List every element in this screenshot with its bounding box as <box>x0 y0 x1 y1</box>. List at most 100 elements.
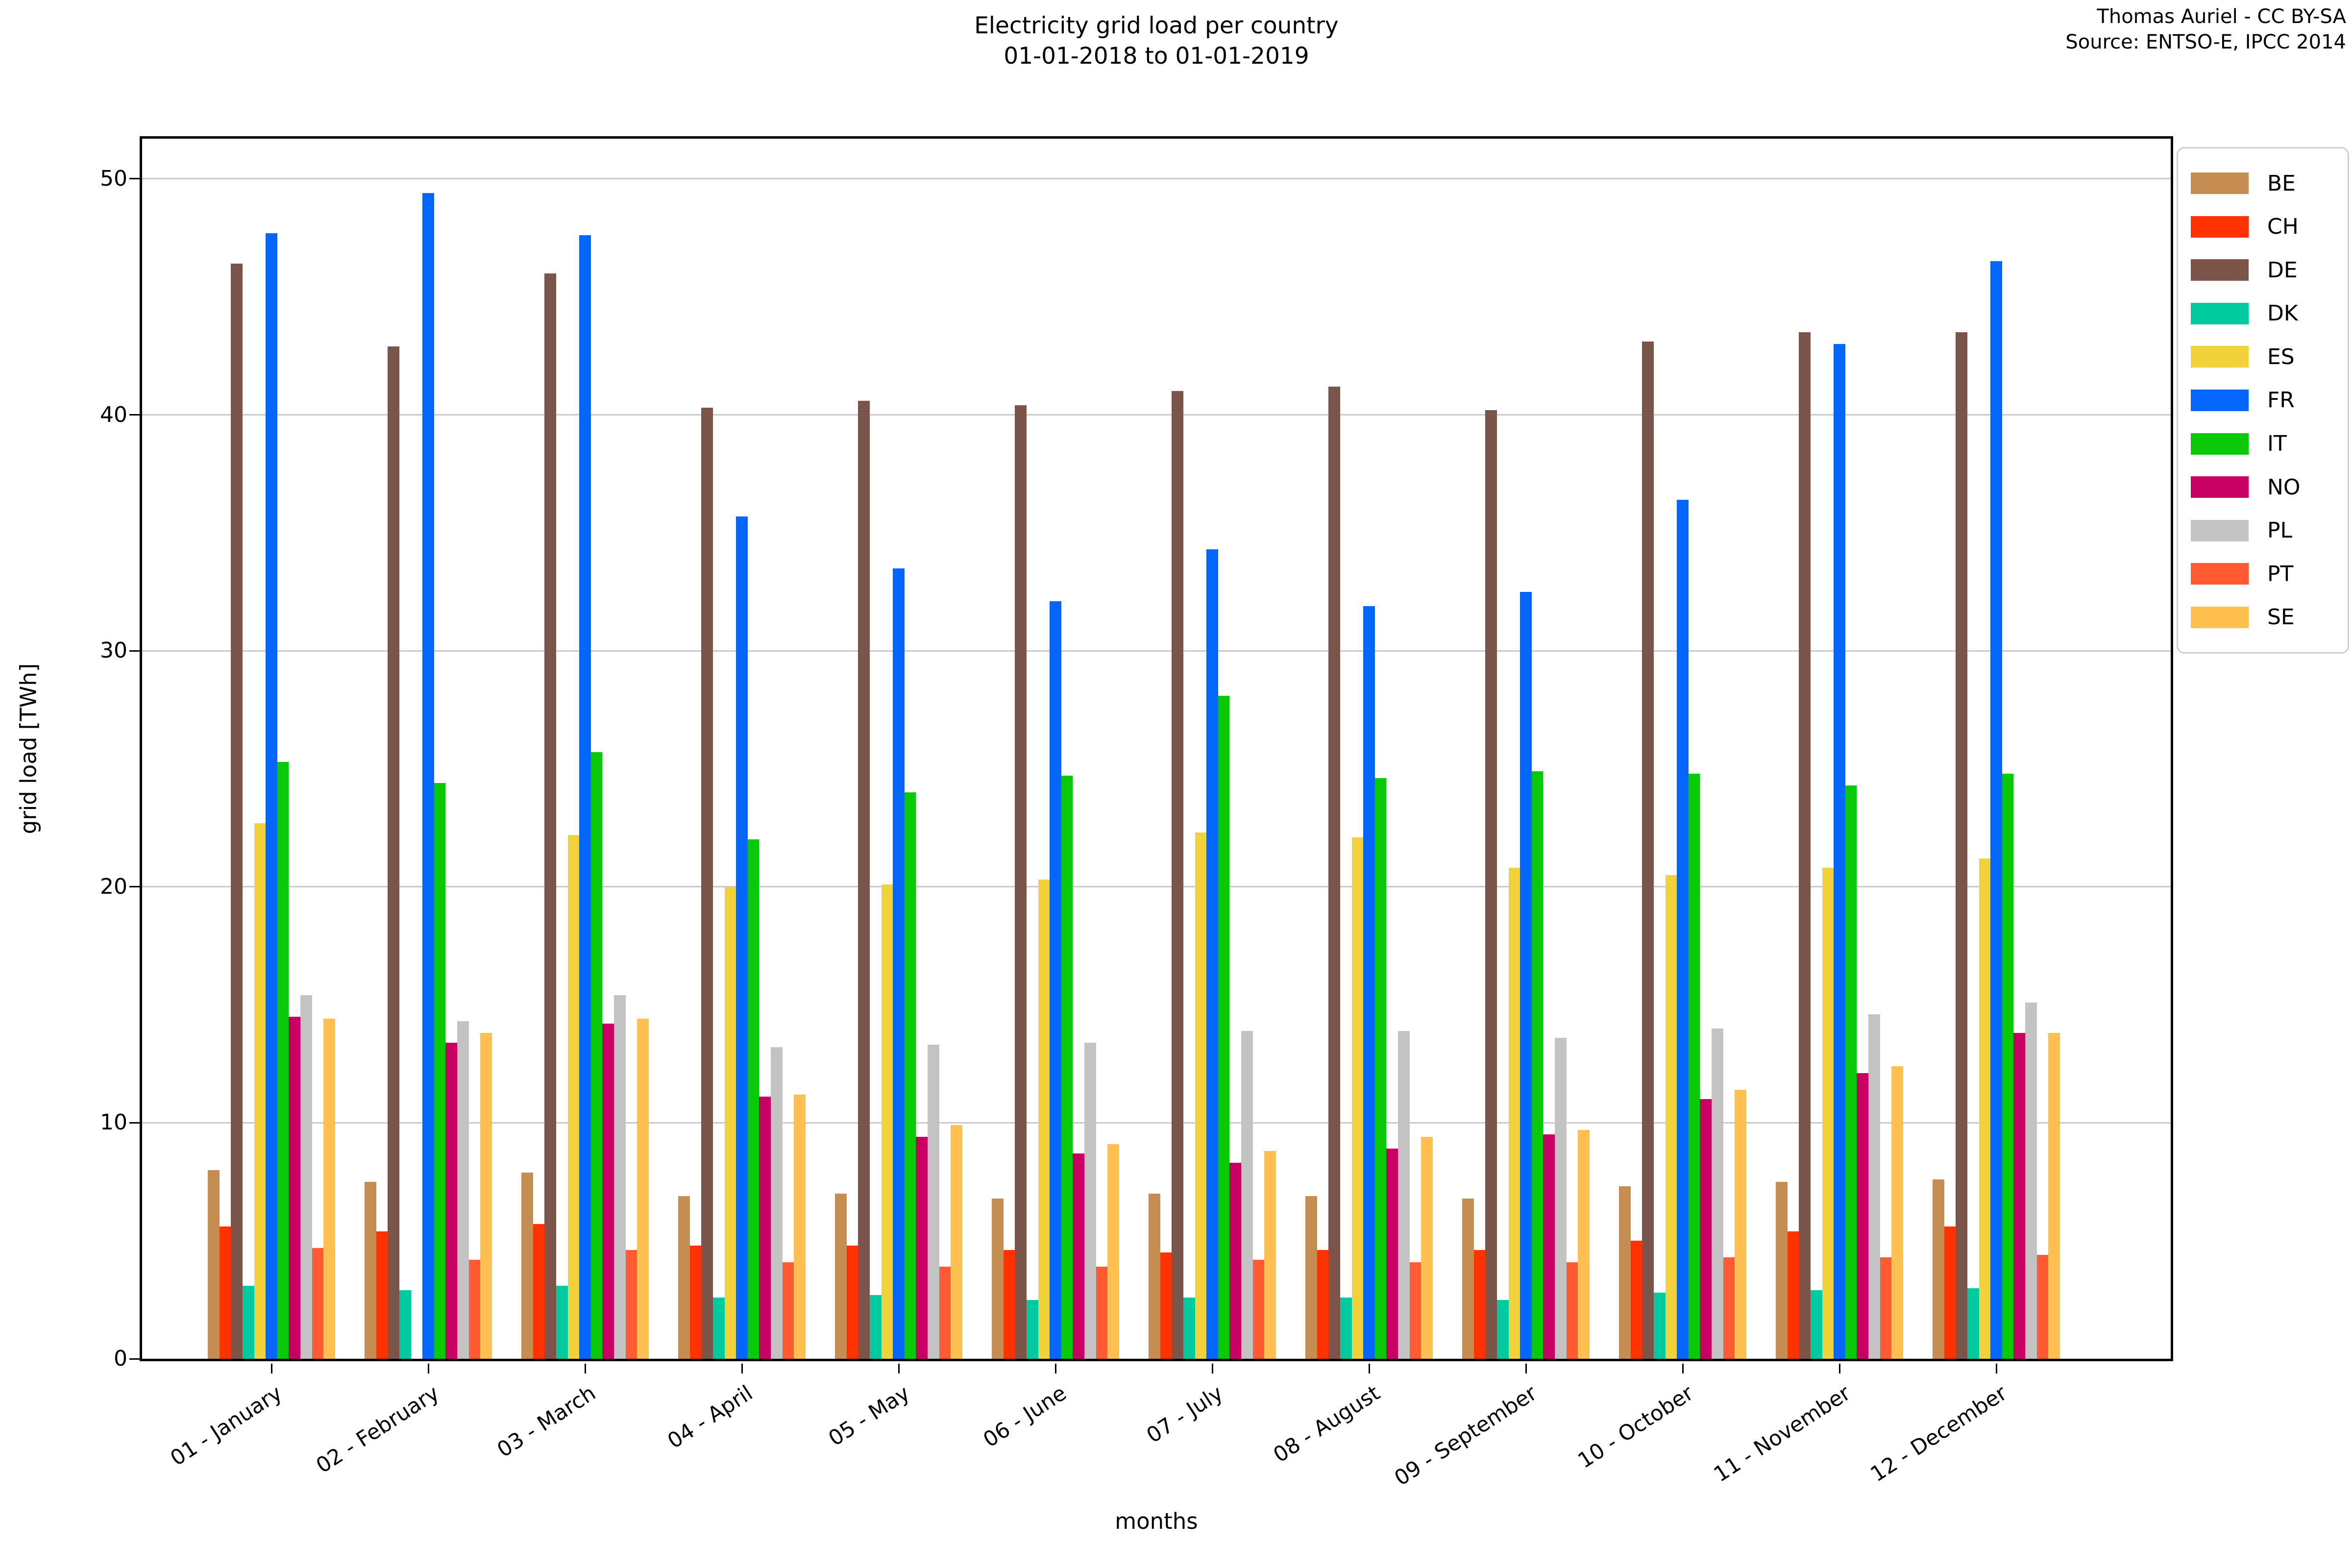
plot-inner <box>142 139 2171 1359</box>
bar-DK-9 <box>1496 1299 1509 1359</box>
bar-IT-8 <box>1374 778 1387 1359</box>
bar-ES-5 <box>881 884 893 1359</box>
bar-group-8 <box>1305 139 1433 1359</box>
x-tick-label-10: 10 - October <box>1573 1381 1698 1473</box>
legend-item-CH: CH <box>2178 214 2348 239</box>
y-tick-label-50: 50 <box>100 166 127 191</box>
bar-BE-10 <box>1619 1186 1631 1359</box>
x-tick-label-6: 06 - June <box>979 1381 1071 1453</box>
bar-ES-1 <box>254 823 266 1359</box>
legend-label-PL: PL <box>2267 518 2293 543</box>
legend-swatch-PT <box>2191 563 2249 585</box>
bar-ES-4 <box>724 886 736 1359</box>
bar-FR-9 <box>1520 591 1532 1359</box>
bar-BE-3 <box>521 1172 533 1359</box>
bar-NO-3 <box>602 1024 614 1359</box>
x-tick-label-12: 12 - December <box>1866 1381 2012 1487</box>
bar-NO-1 <box>289 1016 301 1359</box>
bar-PT-12 <box>2036 1255 2049 1359</box>
y-tick-label-30: 30 <box>100 638 127 663</box>
y-tick-mark-0 <box>129 1358 140 1360</box>
legend-label-NO: NO <box>2267 474 2301 500</box>
legend-item-NO: NO <box>2178 475 2348 500</box>
bar-PL-9 <box>1555 1038 1567 1359</box>
legend-item-ES: ES <box>2178 344 2348 369</box>
y-tick-mark-10 <box>129 1122 140 1124</box>
bar-NO-7 <box>1229 1163 1242 1359</box>
legend-label-DK: DK <box>2267 301 2298 326</box>
bar-DK-4 <box>712 1297 725 1359</box>
gridline-50 <box>142 178 2171 180</box>
bar-CH-8 <box>1317 1250 1329 1359</box>
gridline-10 <box>142 1122 2171 1124</box>
legend-label-FR: FR <box>2267 388 2295 413</box>
bar-NO-5 <box>916 1137 928 1359</box>
legend-swatch-FR <box>2191 389 2249 411</box>
bar-DE-1 <box>231 264 243 1359</box>
x-tick-label-8: 08 - August <box>1269 1381 1385 1468</box>
x-tick-label-7: 07 - July <box>1142 1381 1228 1448</box>
bar-PL-1 <box>300 995 312 1359</box>
bar-PT-10 <box>1723 1257 1735 1359</box>
bar-DE-6 <box>1015 405 1027 1359</box>
chart-title: Electricity grid load per country 01-01-… <box>568 11 1744 72</box>
bar-DK-6 <box>1026 1299 1038 1359</box>
bar-PT-2 <box>468 1259 481 1359</box>
bar-FR-10 <box>1677 499 1689 1359</box>
bar-DK-7 <box>1183 1297 1195 1359</box>
bar-CH-4 <box>689 1245 702 1359</box>
bar-DE-9 <box>1485 410 1497 1359</box>
bar-DE-8 <box>1328 386 1340 1359</box>
y-tick-mark-20 <box>129 886 140 888</box>
bar-PL-5 <box>928 1045 939 1359</box>
bar-DE-5 <box>858 400 870 1359</box>
bar-SE-7 <box>1264 1151 1276 1359</box>
legend: BE CH DE DK ES FR IT NO PL PT SE <box>2177 147 2349 654</box>
x-tick-mark-11 <box>1838 1364 1840 1373</box>
bar-SE-8 <box>1421 1137 1433 1359</box>
bar-IT-6 <box>1061 776 1073 1359</box>
bar-IT-10 <box>1688 773 1700 1359</box>
bar-ES-8 <box>1351 837 1364 1359</box>
bar-IT-2 <box>434 783 446 1359</box>
bar-PT-3 <box>625 1250 637 1359</box>
bar-SE-6 <box>1107 1144 1120 1359</box>
bar-CH-3 <box>533 1224 545 1359</box>
x-tick-mark-3 <box>584 1364 586 1373</box>
legend-label-DE: DE <box>2267 257 2298 283</box>
bar-FR-12 <box>1990 261 2002 1359</box>
chart-title-line2: 01-01-2018 to 01-01-2019 <box>1004 43 1309 70</box>
bar-ES-6 <box>1038 880 1050 1359</box>
bar-CH-12 <box>1944 1226 1956 1359</box>
y-tick-label-40: 40 <box>100 402 127 427</box>
bar-ES-3 <box>567 834 580 1359</box>
chart-title-line1: Electricity grid load per country <box>974 12 1339 39</box>
bar-SE-10 <box>1735 1089 1747 1359</box>
legend-label-CH: CH <box>2267 214 2299 240</box>
bar-BE-7 <box>1149 1193 1160 1359</box>
bar-CH-1 <box>219 1226 231 1359</box>
bar-PL-3 <box>614 995 626 1359</box>
bar-DE-11 <box>1799 332 1811 1359</box>
bar-DK-1 <box>242 1285 254 1359</box>
y-tick-label-10: 10 <box>100 1110 127 1135</box>
legend-swatch-NO <box>2191 476 2249 498</box>
legend-item-DK: DK <box>2178 301 2348 326</box>
bar-SE-11 <box>1891 1066 1904 1359</box>
bar-PT-8 <box>1409 1262 1421 1359</box>
bar-BE-11 <box>1776 1181 1788 1359</box>
legend-swatch-DE <box>2191 259 2249 281</box>
legend-item-DE: DE <box>2178 258 2348 283</box>
x-tick-mark-1 <box>270 1364 272 1373</box>
bar-FR-1 <box>266 233 277 1359</box>
y-tick-label-20: 20 <box>100 874 127 899</box>
x-tick-mark-9 <box>1525 1364 1527 1373</box>
bar-CH-9 <box>1473 1250 1486 1359</box>
bar-IT-12 <box>2002 773 2014 1359</box>
bar-BE-5 <box>835 1193 847 1359</box>
bar-NO-8 <box>1386 1149 1398 1359</box>
bar-group-5 <box>835 139 963 1359</box>
x-tick-mark-5 <box>898 1364 900 1373</box>
bar-DE-4 <box>701 408 713 1359</box>
